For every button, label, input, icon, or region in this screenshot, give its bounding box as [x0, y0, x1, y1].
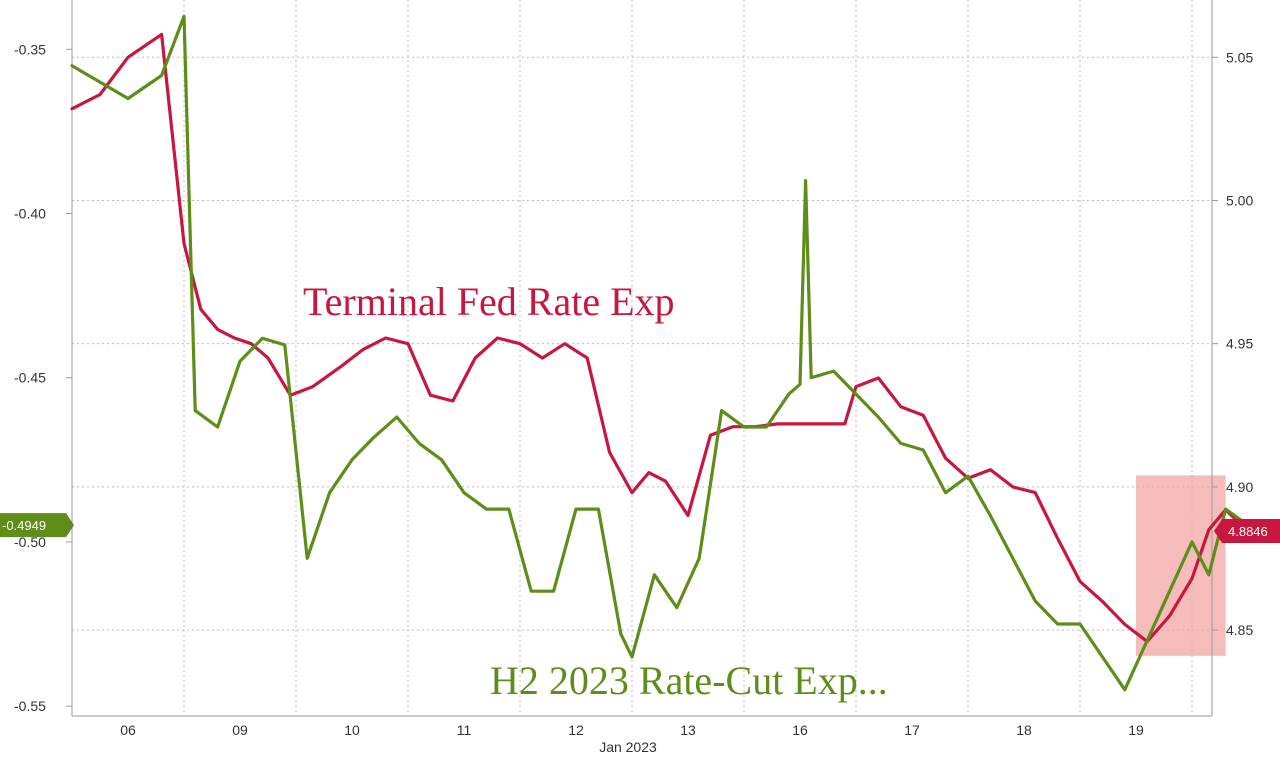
x-tick-label: 12 — [568, 722, 584, 738]
x-tick-label: 19 — [1128, 722, 1144, 738]
right-value-tag — [1214, 518, 1280, 543]
left-tick-label: -0.50 — [14, 534, 46, 550]
x-tick-label: 13 — [680, 722, 696, 738]
left-value-tag — [0, 513, 74, 538]
left-tick-label: -0.40 — [14, 205, 46, 221]
value-tags: 4.8846 -0.4949 — [0, 513, 1280, 543]
right-tick-label: 4.95 — [1226, 336, 1253, 352]
h2-series-label: H2 2023 Rate-Cut Exp... — [490, 658, 888, 703]
x-axis-title: Jan 2023 — [599, 739, 657, 755]
right-value-tag-text: 4.8846 — [1228, 524, 1268, 539]
x-tick-label: 10 — [344, 722, 360, 738]
x-tick-label: 11 — [457, 722, 472, 738]
terminal-series-label: Terminal Fed Rate Exp — [303, 279, 675, 324]
x-tick-label: 17 — [904, 722, 920, 738]
x-tick-label: 09 — [232, 722, 248, 738]
left-tick-label: -0.45 — [14, 370, 46, 386]
right-tick-label: 5.00 — [1226, 192, 1253, 208]
labels: Terminal Fed Rate Exp H2 2023 Rate-Cut E… — [303, 279, 888, 755]
x-tick-label: 18 — [1016, 722, 1032, 738]
x-tick-label: 06 — [120, 722, 136, 738]
series-lines — [70, 14, 1250, 692]
left-value-tag-text: -0.4949 — [2, 518, 46, 533]
terminal-fed-rate-line — [70, 32, 1250, 644]
x-tick-label: 16 — [792, 722, 808, 738]
left-tick-label: -0.55 — [14, 698, 46, 714]
right-tick-label: 4.85 — [1226, 622, 1253, 638]
axes: -0.35 -0.40 -0.45 -0.50 -0.55 5.05 5.00 4.95 4.9… — [14, 0, 1253, 738]
right-tick-label: 4.90 — [1226, 479, 1253, 495]
left-tick-label: -0.35 — [14, 41, 46, 57]
right-tick-label: 5.05 — [1226, 49, 1253, 65]
h2-rate-cut-line — [70, 14, 1250, 692]
